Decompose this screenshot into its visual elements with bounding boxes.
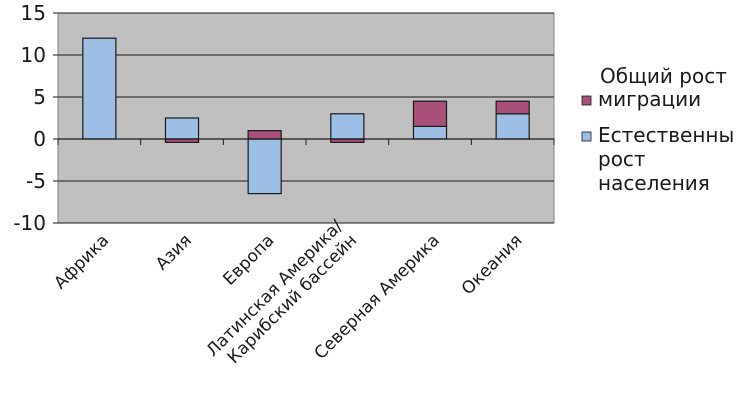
bar-natural-growth bbox=[82, 37, 117, 140]
category-label-line: Африка bbox=[50, 231, 113, 294]
y-tick-label: 0 bbox=[33, 127, 46, 151]
gridlines bbox=[53, 12, 554, 224]
y-tick-label: 15 bbox=[21, 1, 46, 25]
legend-swatch bbox=[581, 95, 592, 106]
y-tick-label: 10 bbox=[21, 43, 46, 67]
y-tick-label: 5 bbox=[33, 85, 46, 109]
x-axis-zero-line bbox=[57, 138, 555, 145]
bar-migration bbox=[495, 100, 530, 115]
y-tick-label: -5 bbox=[26, 169, 46, 193]
legend-label: миграции bbox=[598, 87, 701, 111]
legend-label: рост bbox=[598, 147, 646, 171]
bar-migration bbox=[247, 130, 282, 140]
y-axis-tick-labels: 15 10 5 0 -5 -10 bbox=[13, 1, 46, 235]
category-label: Африка bbox=[50, 231, 113, 294]
bar-natural-growth bbox=[164, 117, 200, 140]
bar-migration bbox=[412, 100, 448, 127]
legend-label: населения bbox=[598, 171, 710, 195]
category-label: Азия bbox=[152, 231, 196, 275]
bar-natural-growth bbox=[247, 138, 282, 195]
category-label-line: Азия bbox=[152, 231, 196, 275]
legend-label: Общий рост bbox=[600, 64, 727, 88]
category-label-line: Океания bbox=[458, 231, 527, 300]
plot-area bbox=[57, 12, 555, 224]
category-label: Океания bbox=[458, 231, 527, 300]
bar-natural-growth bbox=[495, 113, 530, 140]
legend-swatch bbox=[581, 131, 592, 142]
bars bbox=[82, 37, 530, 195]
y-tick-label: -10 bbox=[13, 211, 46, 235]
category-label: Латинская Америка/Карибский бассейн bbox=[203, 216, 361, 368]
legend-label: Естественный bbox=[598, 123, 736, 147]
bar-natural-growth bbox=[330, 113, 365, 140]
bar-natural-growth bbox=[412, 125, 448, 140]
